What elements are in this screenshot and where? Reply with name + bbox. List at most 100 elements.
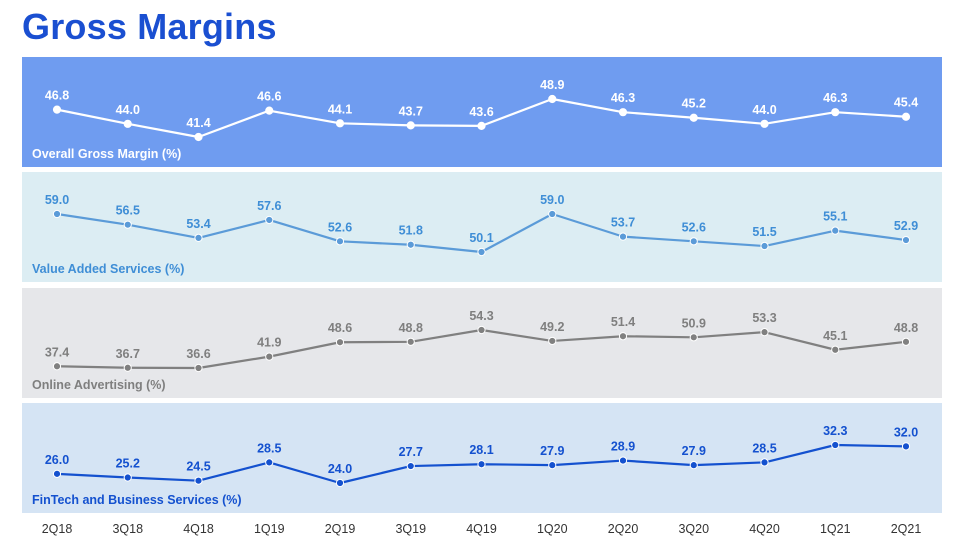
data-label: 53.3 xyxy=(752,311,776,325)
data-point xyxy=(618,108,628,117)
data-label: 24.0 xyxy=(328,462,352,476)
data-label: 48.8 xyxy=(894,321,918,335)
panel-label: Online Advertising (%) xyxy=(32,378,166,392)
data-label: 45.4 xyxy=(894,96,918,110)
data-point xyxy=(548,461,557,470)
x-tick-label: 1Q20 xyxy=(537,522,568,536)
data-point xyxy=(194,363,203,373)
data-label: 45.1 xyxy=(823,329,847,343)
data-point xyxy=(901,235,911,245)
data-point xyxy=(52,469,62,478)
data-label: 59.0 xyxy=(540,193,564,207)
data-label: 44.0 xyxy=(752,103,776,117)
data-label: 32.3 xyxy=(823,424,847,438)
x-tick-label: 4Q18 xyxy=(183,522,214,536)
data-point xyxy=(406,121,415,130)
data-point xyxy=(548,336,557,346)
data-point xyxy=(194,233,203,243)
data-point xyxy=(335,237,345,246)
data-label: 27.7 xyxy=(399,445,423,459)
data-point xyxy=(123,473,132,482)
panel-value-added-services: 59.0 56.5 53.4 57.6 52.6 51.8 50.1 59.0 53.7 52.6… xyxy=(22,172,942,282)
data-point xyxy=(760,458,769,467)
data-point xyxy=(831,345,840,354)
panel-label: FinTech and Business Services (%) xyxy=(32,493,242,507)
data-point xyxy=(760,241,769,251)
data-point xyxy=(618,232,628,241)
data-label: 32.0 xyxy=(894,425,918,439)
data-label: 50.9 xyxy=(682,316,706,330)
data-label: 59.0 xyxy=(45,193,69,207)
data-point xyxy=(265,106,274,115)
data-point xyxy=(123,363,132,372)
panel-online-advertising: 37.4 36.7 36.6 41.9 48.6 48.8 54.3 49.2 51.4 50.9… xyxy=(22,288,942,398)
x-tick-label: 2Q21 xyxy=(891,522,922,536)
data-label: 44.1 xyxy=(328,102,352,116)
data-label: 25.2 xyxy=(116,457,140,471)
x-tick-label: 1Q21 xyxy=(820,522,851,536)
x-tick-label: 3Q18 xyxy=(112,522,143,536)
x-tick-label: 1Q19 xyxy=(254,522,285,536)
data-point xyxy=(477,247,486,257)
panel-background xyxy=(22,57,942,167)
data-label: 57.6 xyxy=(257,199,281,213)
panel-label: Value Added Services (%) xyxy=(32,262,184,276)
data-point xyxy=(618,456,628,465)
panel-fintech-and-business-services: 26.0 25.2 24.5 28.5 24.0 27.7 28.1 27.9 28.9 27.9… xyxy=(22,403,942,513)
data-label: 45.2 xyxy=(682,97,706,111)
data-label: 46.8 xyxy=(45,89,69,103)
data-label: 48.8 xyxy=(399,321,423,335)
data-point xyxy=(335,119,345,128)
data-point xyxy=(265,458,274,467)
data-point xyxy=(123,119,132,128)
data-point xyxy=(477,325,486,335)
data-label: 46.3 xyxy=(823,91,847,105)
data-label: 27.9 xyxy=(540,444,564,458)
data-label: 53.7 xyxy=(611,216,635,230)
data-label: 46.6 xyxy=(257,90,281,104)
data-point xyxy=(194,132,203,142)
data-point xyxy=(406,461,415,471)
data-label: 46.3 xyxy=(611,91,635,105)
data-point xyxy=(901,112,911,121)
data-label: 51.8 xyxy=(399,224,423,238)
data-label: 36.7 xyxy=(116,347,140,361)
data-label: 51.4 xyxy=(611,315,635,329)
data-label: 28.1 xyxy=(469,443,493,457)
data-label: 37.4 xyxy=(45,345,69,359)
data-label: 52.6 xyxy=(328,220,352,234)
data-label: 49.2 xyxy=(540,320,564,334)
data-point xyxy=(831,108,840,117)
panel-overall-gross-margin: 46.8 44.0 41.4 46.6 44.1 43.7 43.6 48.9 46.3 45.2… xyxy=(22,57,942,167)
data-label: 43.7 xyxy=(399,104,423,118)
data-label: 41.9 xyxy=(257,336,281,350)
data-label: 48.6 xyxy=(328,321,352,335)
data-label: 24.5 xyxy=(186,460,210,474)
data-label: 28.5 xyxy=(257,441,281,455)
data-point xyxy=(335,338,345,347)
data-point xyxy=(477,460,486,469)
data-point xyxy=(477,121,486,130)
x-axis: 2Q18 3Q18 4Q18 1Q19 2Q19 3Q19 4Q19 1Q20 2Q20 3Q20… xyxy=(42,522,922,536)
data-point xyxy=(194,476,203,485)
data-point xyxy=(548,209,557,219)
x-tick-label: 2Q19 xyxy=(325,522,356,536)
data-label: 56.5 xyxy=(116,204,140,218)
data-point xyxy=(406,240,415,249)
data-label: 54.3 xyxy=(469,309,493,323)
data-point xyxy=(689,237,698,246)
x-tick-label: 3Q20 xyxy=(678,522,709,536)
data-point xyxy=(123,220,132,229)
data-point xyxy=(760,328,769,337)
data-label: 27.9 xyxy=(682,444,706,458)
x-tick-label: 4Q19 xyxy=(466,522,497,536)
x-tick-label: 2Q20 xyxy=(608,522,639,536)
data-point xyxy=(831,440,840,450)
data-label: 52.6 xyxy=(682,220,706,234)
data-label: 26.0 xyxy=(45,453,69,467)
data-point xyxy=(406,337,415,346)
data-label: 28.9 xyxy=(611,440,635,454)
data-point xyxy=(52,209,62,219)
panel-background xyxy=(22,403,942,513)
data-label: 43.6 xyxy=(469,105,493,119)
